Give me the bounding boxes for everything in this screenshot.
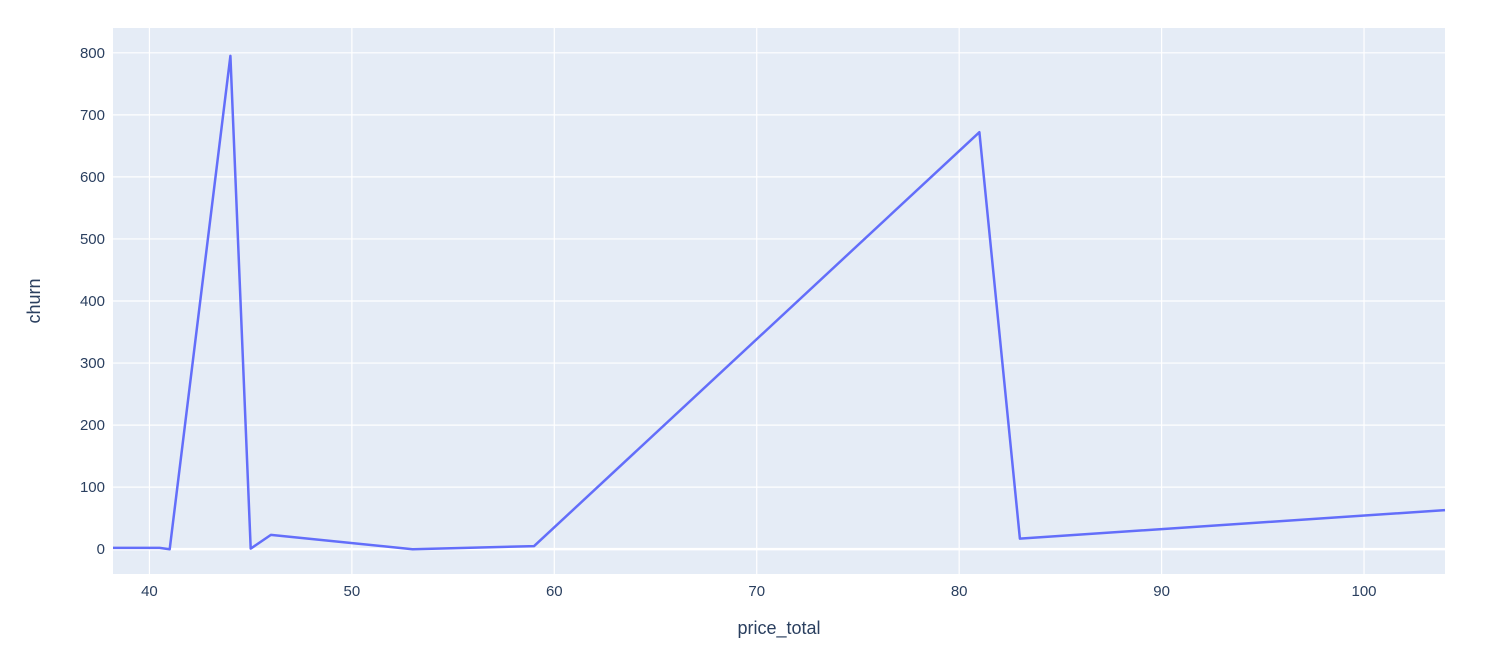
x-tick-label: 80 <box>951 583 968 600</box>
x-tick-labels: 40 50 60 70 80 90 100 <box>141 583 1376 600</box>
y-tick-labels: 0 100 200 300 400 500 600 700 800 <box>80 45 105 558</box>
series-layer <box>113 54 1446 551</box>
y-tick-label: 600 <box>80 169 105 186</box>
grid-lines <box>113 28 1445 574</box>
x-tick-label: 90 <box>1153 583 1170 600</box>
x-tick-label: 100 <box>1352 583 1377 600</box>
y-tick-label: 800 <box>80 45 105 62</box>
x-tick-label: 60 <box>546 583 563 600</box>
x-axis-title: price_total <box>737 618 820 639</box>
y-tick-label: 500 <box>80 231 105 248</box>
x-tick-label: 50 <box>344 583 361 600</box>
x-tick-label: 70 <box>748 583 765 600</box>
y-tick-label: 100 <box>80 479 105 496</box>
y-tick-label: 300 <box>80 355 105 372</box>
y-tick-label: 700 <box>80 107 105 124</box>
y-tick-label: 0 <box>97 541 105 558</box>
x-tick-label: 40 <box>141 583 158 600</box>
y-tick-label: 400 <box>80 293 105 310</box>
series-line <box>113 54 1446 551</box>
y-tick-label: 200 <box>80 417 105 434</box>
y-axis-title: churn <box>24 278 44 323</box>
